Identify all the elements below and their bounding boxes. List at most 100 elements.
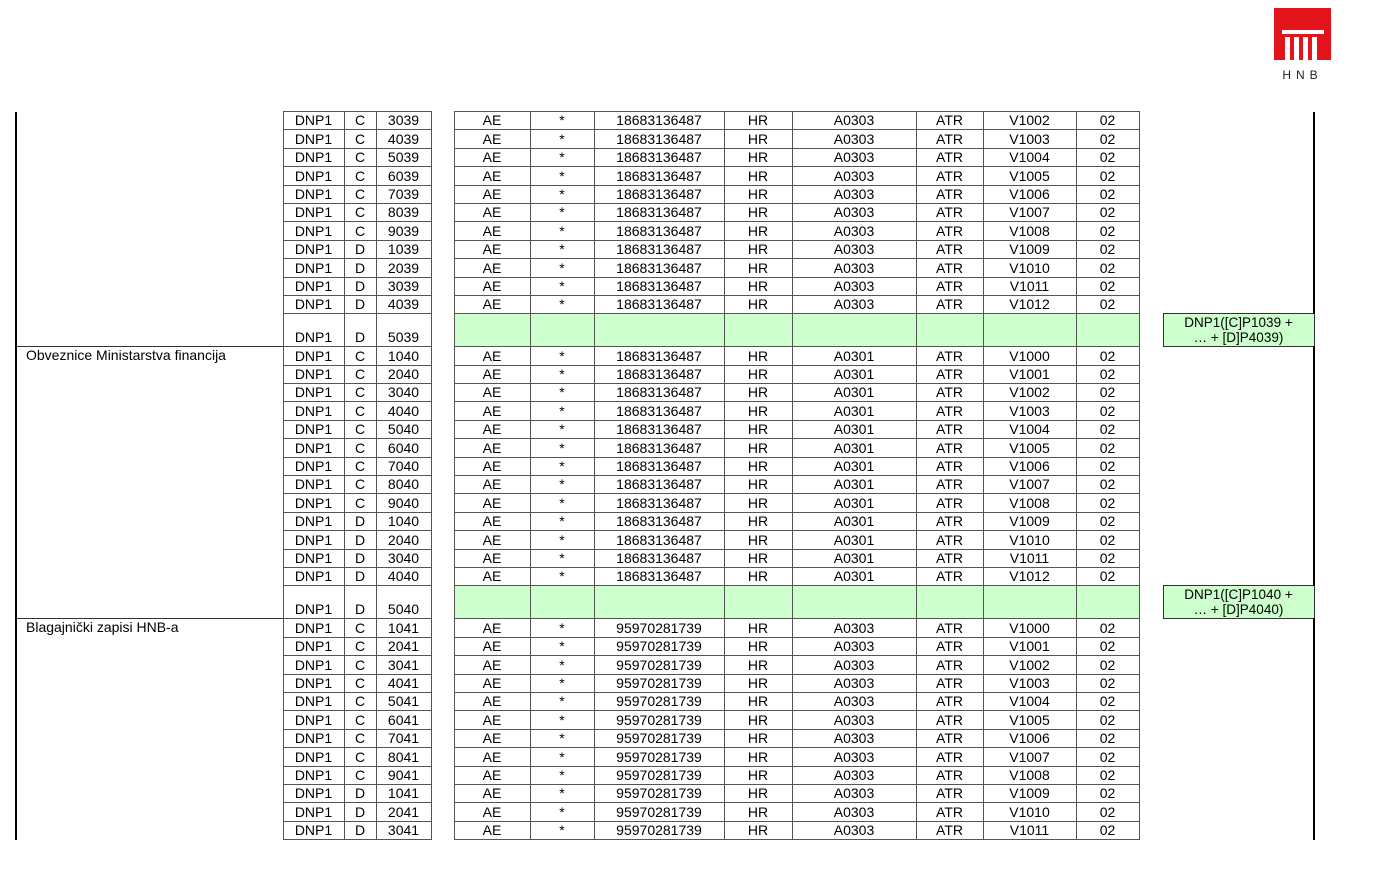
table-row: DNP1 C 8040 AE * 18683136487 HR A0301 ATR V1007 02 (16, 475, 1315, 495)
formula-cell (1163, 438, 1315, 458)
gap-cell (1139, 402, 1163, 420)
period-cell: 02 (1075, 184, 1140, 204)
empty-total-cell (529, 313, 595, 348)
formula-cell (1163, 457, 1315, 476)
code-cell: 3041 (375, 655, 432, 675)
oib-cell: 95970281739 (593, 636, 725, 657)
formula-cell (1163, 166, 1315, 186)
attr-cell: ATR (915, 710, 984, 730)
gap-cell (431, 637, 454, 655)
table-row: DNP1 C 5039 AE * 18683136487 HR A0303 ATR V1004 02 (16, 147, 1315, 168)
gap-cell (1139, 674, 1163, 692)
gap-cell (1139, 494, 1163, 512)
period-cell: 02 (1075, 636, 1140, 657)
version-cell: V1002 (982, 383, 1077, 403)
instrument-cell: A0301 (791, 364, 917, 385)
oib-cell: 95970281739 (593, 691, 725, 712)
table-row: DNP1 C 5040 AE * 18683136487 HR A0301 ATR V1004 02 (16, 419, 1315, 440)
gap-cell (1139, 384, 1163, 402)
empty-total-cell (593, 313, 725, 348)
unit-cell: AE (453, 783, 531, 804)
attr-cell: ATR (915, 202, 984, 223)
version-cell: V1002 (982, 110, 1077, 131)
oib-cell: 18683136487 (593, 364, 725, 385)
oib-cell: 95970281739 (593, 728, 725, 749)
gap-cell (431, 674, 454, 692)
table-row: DNP1 D 2041 AE * 95970281739 HR A0303 ATR V1010 02 (16, 802, 1315, 822)
attr-cell: ATR (915, 184, 984, 204)
country-cell: HR (723, 419, 793, 440)
series-cell: DNP1 (282, 147, 345, 168)
gap-cell (431, 766, 454, 784)
code-cell: 4039 (375, 129, 432, 149)
country-cell: HR (723, 401, 793, 421)
instrument-cell: A0303 (791, 129, 917, 149)
instrument-cell: A0303 (791, 166, 917, 186)
series-cell: DNP1 (282, 585, 345, 620)
series-cell: DNP1 (282, 548, 345, 568)
period-cell: 02 (1075, 276, 1140, 296)
oib-cell: 18683136487 (593, 438, 725, 458)
attr-cell: ATR (915, 456, 984, 477)
oib-cell: 18683136487 (593, 276, 725, 296)
gap-cell (1139, 692, 1163, 710)
oib-cell: 18683136487 (593, 456, 725, 477)
country-cell: HR (723, 475, 793, 495)
version-cell: V1000 (982, 618, 1077, 638)
empty-total-cell (1075, 585, 1140, 620)
period-cell: 02 (1075, 438, 1140, 458)
formula-cell (1163, 567, 1315, 586)
attr-cell: ATR (915, 147, 984, 168)
code-cell: 4041 (375, 673, 432, 693)
type-cell: C (343, 202, 377, 223)
code-cell: 7040 (375, 456, 432, 477)
wildcard-cell: * (529, 364, 595, 385)
unit-cell: AE (453, 110, 531, 131)
formula-cell (1163, 637, 1315, 656)
formula-cell (1163, 766, 1315, 785)
attr-cell: ATR (915, 110, 984, 131)
instrument-cell: A0301 (791, 475, 917, 495)
country-cell: HR (723, 511, 793, 532)
table-row: DNP1 D 1039 AE * 18683136487 HR A0303 ATR V1009 02 (16, 239, 1315, 260)
instrument-cell: A0303 (791, 184, 917, 204)
series-cell: DNP1 (282, 747, 345, 767)
instrument-cell: A0301 (791, 456, 917, 477)
type-cell: C (343, 655, 377, 675)
oib-cell: 18683136487 (593, 475, 725, 495)
country-cell: HR (723, 783, 793, 804)
unit-cell: AE (453, 820, 531, 841)
instrument-cell: A0303 (791, 710, 917, 730)
period-cell: 02 (1075, 710, 1140, 730)
gap-cell (1139, 167, 1163, 185)
code-cell: 3041 (375, 820, 432, 841)
oib-cell: 18683136487 (593, 147, 725, 168)
oib-cell: 95970281739 (593, 673, 725, 693)
type-cell: D (343, 276, 377, 296)
country-cell: HR (723, 566, 793, 587)
gap-cell (1139, 476, 1163, 494)
table-row: DNP1 D 1041 AE * 95970281739 HR A0303 ATR V1009 02 (16, 783, 1315, 804)
wildcard-cell: * (529, 728, 595, 749)
gap-cell (1139, 821, 1163, 839)
attr-cell: ATR (915, 820, 984, 841)
wildcard-cell: * (529, 110, 595, 131)
country-cell: HR (723, 493, 793, 513)
period-cell: 02 (1075, 618, 1140, 638)
code-cell: 1041 (375, 618, 432, 638)
instrument-cell: A0303 (791, 294, 917, 315)
table-row: DNP1 C 3040 AE * 18683136487 HR A0301 ATR V1002 02 (16, 383, 1315, 403)
instrument-cell: A0301 (791, 566, 917, 587)
series-cell: DNP1 (282, 294, 345, 315)
attr-cell: ATR (915, 129, 984, 149)
formula-cell (1163, 258, 1315, 278)
gap-cell (431, 185, 454, 203)
instrument-cell: A0303 (791, 747, 917, 767)
code-cell: 9041 (375, 765, 432, 785)
empty-total-cell (1075, 313, 1140, 348)
country-cell: HR (723, 438, 793, 458)
gap-cell (431, 240, 454, 258)
version-cell: V1010 (982, 802, 1077, 822)
country-cell: HR (723, 765, 793, 785)
empty-total-cell (915, 313, 984, 348)
